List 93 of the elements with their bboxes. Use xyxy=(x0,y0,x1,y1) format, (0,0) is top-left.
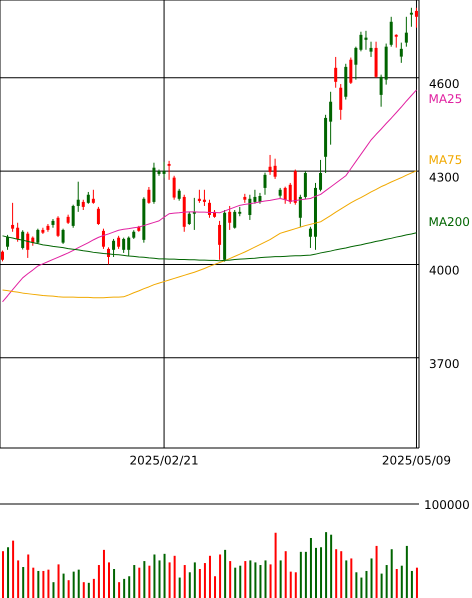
bar xyxy=(310,538,312,598)
bar xyxy=(62,574,65,598)
bar xyxy=(184,565,186,598)
series-label: MA200 xyxy=(428,214,470,229)
bar xyxy=(239,566,242,598)
bar xyxy=(153,554,156,598)
series-label: MA25 xyxy=(428,92,462,106)
bar xyxy=(280,560,282,598)
bar xyxy=(88,582,90,598)
bar xyxy=(58,564,60,598)
bar xyxy=(386,565,388,598)
bar xyxy=(118,582,120,598)
bar xyxy=(325,532,328,598)
bar xyxy=(300,552,302,598)
bar xyxy=(224,550,226,598)
bar xyxy=(27,554,30,598)
bar xyxy=(400,566,403,598)
bar xyxy=(92,578,95,598)
bar xyxy=(12,540,14,598)
bar xyxy=(244,561,246,598)
bar xyxy=(345,560,348,598)
bar xyxy=(32,568,34,598)
bar xyxy=(376,546,378,598)
bar xyxy=(249,560,252,598)
bar xyxy=(198,568,201,598)
bar xyxy=(168,562,171,598)
bar xyxy=(194,562,196,598)
y-tick-label: 3700 xyxy=(429,357,460,372)
bar xyxy=(138,568,140,598)
bar xyxy=(82,582,85,598)
text: 100000 xyxy=(424,498,470,512)
bar xyxy=(294,572,297,598)
bar xyxy=(72,572,75,598)
bar xyxy=(108,562,110,598)
bar xyxy=(229,561,232,598)
bar xyxy=(98,565,100,598)
bar xyxy=(37,570,40,598)
bar xyxy=(380,574,383,598)
bar xyxy=(188,572,191,598)
bar xyxy=(123,578,126,598)
bar xyxy=(330,534,332,598)
bar xyxy=(254,562,256,598)
bar xyxy=(314,548,317,598)
bar xyxy=(148,566,150,598)
bar xyxy=(350,558,352,598)
bar xyxy=(304,552,307,598)
bar xyxy=(274,532,277,598)
x-tick-label: 2025/02/21 xyxy=(129,454,199,468)
bar xyxy=(365,570,368,598)
bar xyxy=(17,560,20,598)
bar xyxy=(290,572,292,598)
bar xyxy=(42,570,44,598)
bar xyxy=(270,564,272,598)
bar xyxy=(102,550,105,598)
bar xyxy=(390,549,393,598)
y-tick-label: 4600 xyxy=(429,77,460,92)
bar xyxy=(370,558,373,598)
bar xyxy=(219,554,222,598)
bar xyxy=(174,556,176,598)
bar xyxy=(406,546,408,598)
bar xyxy=(208,556,211,598)
bar xyxy=(355,572,358,598)
bar xyxy=(22,567,24,598)
bar xyxy=(164,554,166,598)
bar xyxy=(47,570,50,598)
bar xyxy=(78,570,80,598)
y-tick-label: 4000 xyxy=(429,264,460,278)
bar xyxy=(68,580,70,598)
bar xyxy=(264,560,267,598)
bar xyxy=(410,570,413,598)
bar xyxy=(128,576,130,598)
bar xyxy=(284,551,287,598)
x-tick-label: 2025/05/09 xyxy=(382,454,452,468)
bar xyxy=(214,576,216,598)
y-tick-label: 4300 xyxy=(429,170,460,184)
bar xyxy=(178,578,181,598)
bar xyxy=(143,561,146,598)
bar xyxy=(259,565,262,598)
bar xyxy=(52,582,54,598)
bar xyxy=(396,568,398,598)
series-label: MA75 xyxy=(428,153,462,168)
bar xyxy=(234,568,236,598)
bar xyxy=(158,560,160,598)
bar xyxy=(416,568,418,598)
bar xyxy=(320,547,322,598)
bar xyxy=(113,568,116,598)
bar xyxy=(7,547,10,598)
bar xyxy=(204,563,206,598)
bar xyxy=(360,578,362,598)
bar xyxy=(340,551,342,598)
bar xyxy=(2,551,4,598)
bar xyxy=(335,549,338,598)
bar xyxy=(133,565,136,598)
